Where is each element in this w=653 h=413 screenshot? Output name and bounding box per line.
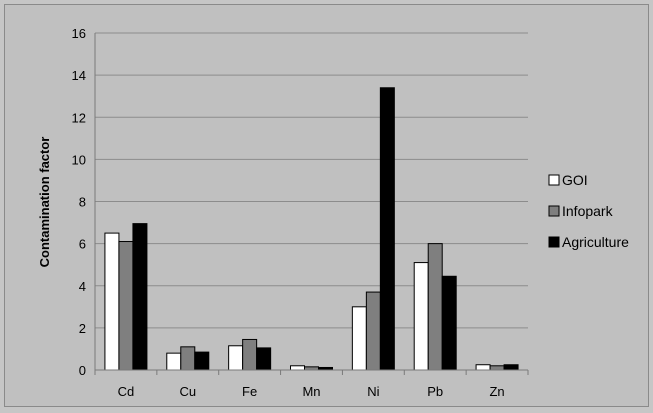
y-tick-labels: 0 2 4 6 8 10 12 14 16 <box>72 26 86 378</box>
bar-fe-goi <box>228 345 244 371</box>
legend-swatch-infopark <box>548 205 560 217</box>
legend-swatch-goi <box>548 174 560 186</box>
x-tick-label: Zn <box>489 384 504 399</box>
y-tick-label: 4 <box>79 279 86 294</box>
x-tick-label: Fe <box>242 384 257 399</box>
bar-pb-agriculture <box>441 275 457 371</box>
chart-area: Contamination factor 0 2 4 6 8 10 12 14 16 Cd Cu F… <box>4 4 649 407</box>
x-tick-label: Pb <box>427 384 443 399</box>
x-tick-labels: Cd Cu Fe Mn Ni Pb Zn <box>118 384 505 399</box>
x-tick-label: Mn <box>302 384 320 399</box>
x-tick-label: Cu <box>179 384 196 399</box>
bar-chart: Contamination factor 0 2 4 6 8 10 12 14 16 Cd Cu F… <box>37 26 629 399</box>
x-tick-label: Ni <box>367 384 379 399</box>
y-tick-label: 14 <box>72 68 86 83</box>
bar-zn-agriculture <box>503 364 519 371</box>
x-tick-label: Cd <box>118 384 135 399</box>
legend-swatch-agriculture <box>548 236 560 248</box>
bar-ni-goi <box>351 306 367 371</box>
legend-label-infopark: Infopark <box>562 203 614 219</box>
y-axis-label: Contamination factor <box>37 137 52 268</box>
legend: GOI Infopark Agriculture <box>548 172 629 250</box>
bar-cd-goi <box>104 232 120 371</box>
y-tick-label: 12 <box>72 110 86 125</box>
legend-label-agriculture: Agriculture <box>562 234 629 250</box>
y-tick-label: 16 <box>72 26 86 41</box>
bar-cu-agriculture <box>194 351 210 371</box>
bar-pb-infopark <box>427 243 443 371</box>
bar-zn-infopark <box>489 365 505 371</box>
y-tick-label: 10 <box>72 152 86 167</box>
bar-fe-infopark <box>242 338 258 371</box>
legend-label-goi: GOI <box>562 172 588 188</box>
bar-cu-goi <box>166 352 182 371</box>
y-tick-label: 6 <box>79 237 86 252</box>
y-tick-label: 8 <box>79 195 86 210</box>
y-tick-label: 0 <box>79 363 86 378</box>
y-tick-label: 2 <box>79 321 86 336</box>
bar-pb-goi <box>413 262 429 371</box>
bar-cu-infopark <box>180 346 196 371</box>
bar-cd-infopark <box>118 241 134 371</box>
bar-ni-agriculture <box>379 87 395 371</box>
bar-cd-agriculture <box>132 223 148 371</box>
axes <box>94 33 529 375</box>
bar-zn-goi <box>475 364 491 371</box>
bar-mn-goi <box>290 365 305 371</box>
bar-fe-agriculture <box>256 347 272 371</box>
bar-ni-infopark <box>365 291 381 371</box>
gridlines <box>95 32 528 329</box>
